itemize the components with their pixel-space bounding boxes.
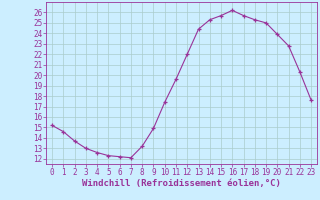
X-axis label: Windchill (Refroidissement éolien,°C): Windchill (Refroidissement éolien,°C) xyxy=(82,179,281,188)
